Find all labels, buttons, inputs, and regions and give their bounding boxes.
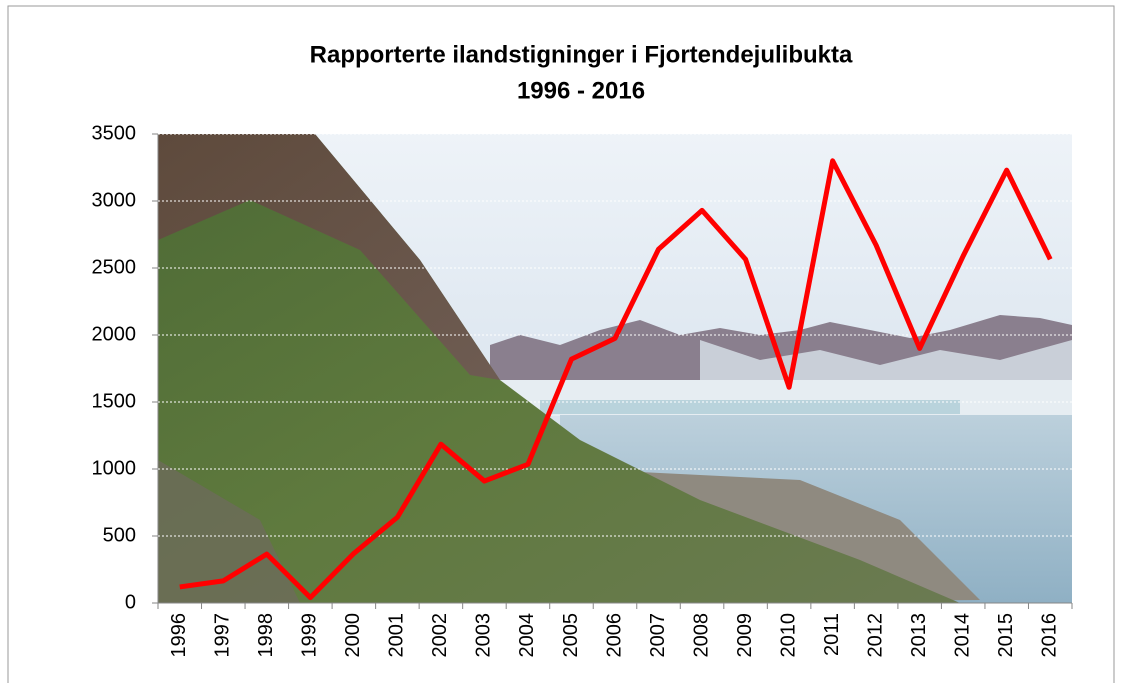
x-tick-label: 2012: [864, 613, 886, 658]
x-tick-label: 2014: [951, 613, 973, 658]
x-tick-label: 2002: [429, 613, 451, 658]
x-tick-label: 2015: [995, 613, 1017, 658]
x-tick-label: 2004: [516, 613, 538, 658]
x-tick-label: 2005: [560, 613, 582, 658]
y-tick-label: 1500: [92, 390, 137, 412]
x-tick-label: 2009: [734, 613, 756, 658]
x-tick-label: 2007: [647, 613, 669, 658]
y-tick-label: 2500: [92, 256, 137, 278]
y-tick-label: 0: [125, 591, 136, 613]
x-tick-label: 2001: [386, 613, 408, 658]
x-tick-label: 2011: [821, 613, 843, 656]
x-tick-label: 2006: [603, 613, 625, 658]
x-tick-label: 1999: [299, 613, 321, 658]
x-tick-label: 2013: [908, 613, 930, 658]
background-photo: [158, 134, 1072, 603]
y-tick-label: 500: [103, 524, 136, 546]
x-tick-label: 2000: [342, 613, 364, 658]
x-tick-label: 2008: [690, 613, 712, 658]
x-tick-label: 2010: [777, 613, 799, 658]
data-line: [179, 158, 1053, 601]
y-tick-label: 2000: [92, 323, 137, 345]
x-tick-label: 2003: [473, 613, 495, 658]
x-tick-label: 1998: [255, 613, 277, 658]
chart-title: Rapporterte ilandstigninger i Fjortendej…: [310, 41, 853, 68]
chart-subtitle: 1996 - 2016: [517, 77, 645, 104]
x-tick-label: 2016: [1039, 613, 1061, 658]
y-tick-label: 3000: [92, 189, 137, 211]
y-tick-label: 1000: [92, 457, 137, 479]
x-tick-label: 1997: [212, 613, 234, 658]
y-tick-label: 3500: [92, 122, 137, 144]
x-tick-label: 1996: [168, 613, 190, 658]
